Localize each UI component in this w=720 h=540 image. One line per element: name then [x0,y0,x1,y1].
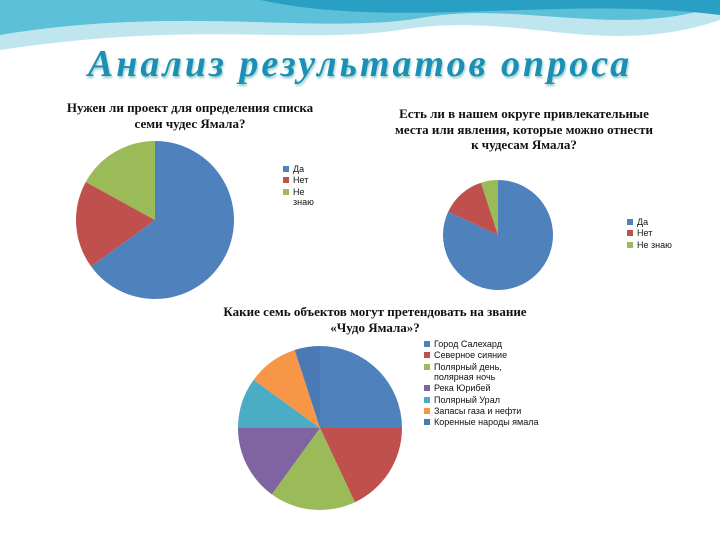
legend-swatch [627,230,633,237]
legend-entry: Нет [283,175,325,185]
legend: Город Салехард Северное сияние Полярный де… [424,339,539,429]
legend-swatch [627,219,633,225]
pie-slice [85,141,155,220]
legend-swatch [424,363,430,370]
wave [260,0,720,15]
pie-slice [253,350,320,428]
legend-swatch [424,396,430,403]
pie-slice [294,346,320,428]
legend-label: Запасы газа и нефти [434,406,522,417]
legend-label: Не знаю [293,186,314,208]
legend-entry: Не знаю [283,187,325,208]
pie-slice [238,379,320,428]
pie-slice [238,428,320,495]
legend-entry: Запасы газа и нефти [424,406,539,416]
legend-swatch [424,341,430,347]
chart-title: Есть ли в нашем округе привлекательные м… [395,106,653,153]
slide-title: Анализ результатов опроса [87,43,633,85]
legend-label: Полярный Урал [434,394,500,405]
legend-label: Нет [637,228,653,239]
legend-entry: Река Юрибей [424,383,539,393]
legend-swatch [283,166,289,172]
legend-label: Коренные народы ямала [434,417,539,428]
legend-entry: Да [627,217,702,227]
legend-entry: Да [283,164,325,174]
legend-label: Да [293,164,305,174]
pie-slice [320,428,402,503]
legend: Да Нет Не знаю [283,164,325,208]
legend-entry: Полярный Урал [424,395,539,405]
legend-swatch [283,188,289,195]
legend-swatch [424,385,430,392]
legend-entry: Полярный день, полярная ночь [424,362,539,383]
pie-slice [271,428,355,510]
legend-label: Да [637,217,649,227]
legend-swatch [424,352,430,359]
legend: Да Нет Не знаю [627,217,702,251]
legend-entry: Не знаю [627,240,702,250]
legend-label: Нет [293,175,309,186]
legend-label: Не знаю [637,239,672,250]
legend-entry: Нет [627,228,702,238]
legend-entry: Северное сияние [424,350,539,360]
legend-entry: Город Салехард [424,339,539,349]
legend-label: Город Салехард [434,339,502,349]
legend-label: Полярный день, полярная ночь [434,361,502,383]
pie-slice [91,141,235,299]
pie-slice [448,182,498,235]
chart-title: Какие семь объектов могут претендовать н… [223,304,527,335]
legend-entry: Коренные народы ямала [424,417,539,427]
pie-slice [76,181,155,267]
legend-label: Северное сияние [434,350,508,361]
legend-swatch [283,177,289,184]
legend-swatch [424,419,430,426]
legend-swatch [627,241,633,248]
chart-title: Нужен ли проект для определения списка с… [66,100,314,131]
legend-label: Река Юрибей [434,383,491,394]
pie-slice [320,346,402,428]
legend-swatch [424,408,430,415]
pie-slice [481,180,498,235]
